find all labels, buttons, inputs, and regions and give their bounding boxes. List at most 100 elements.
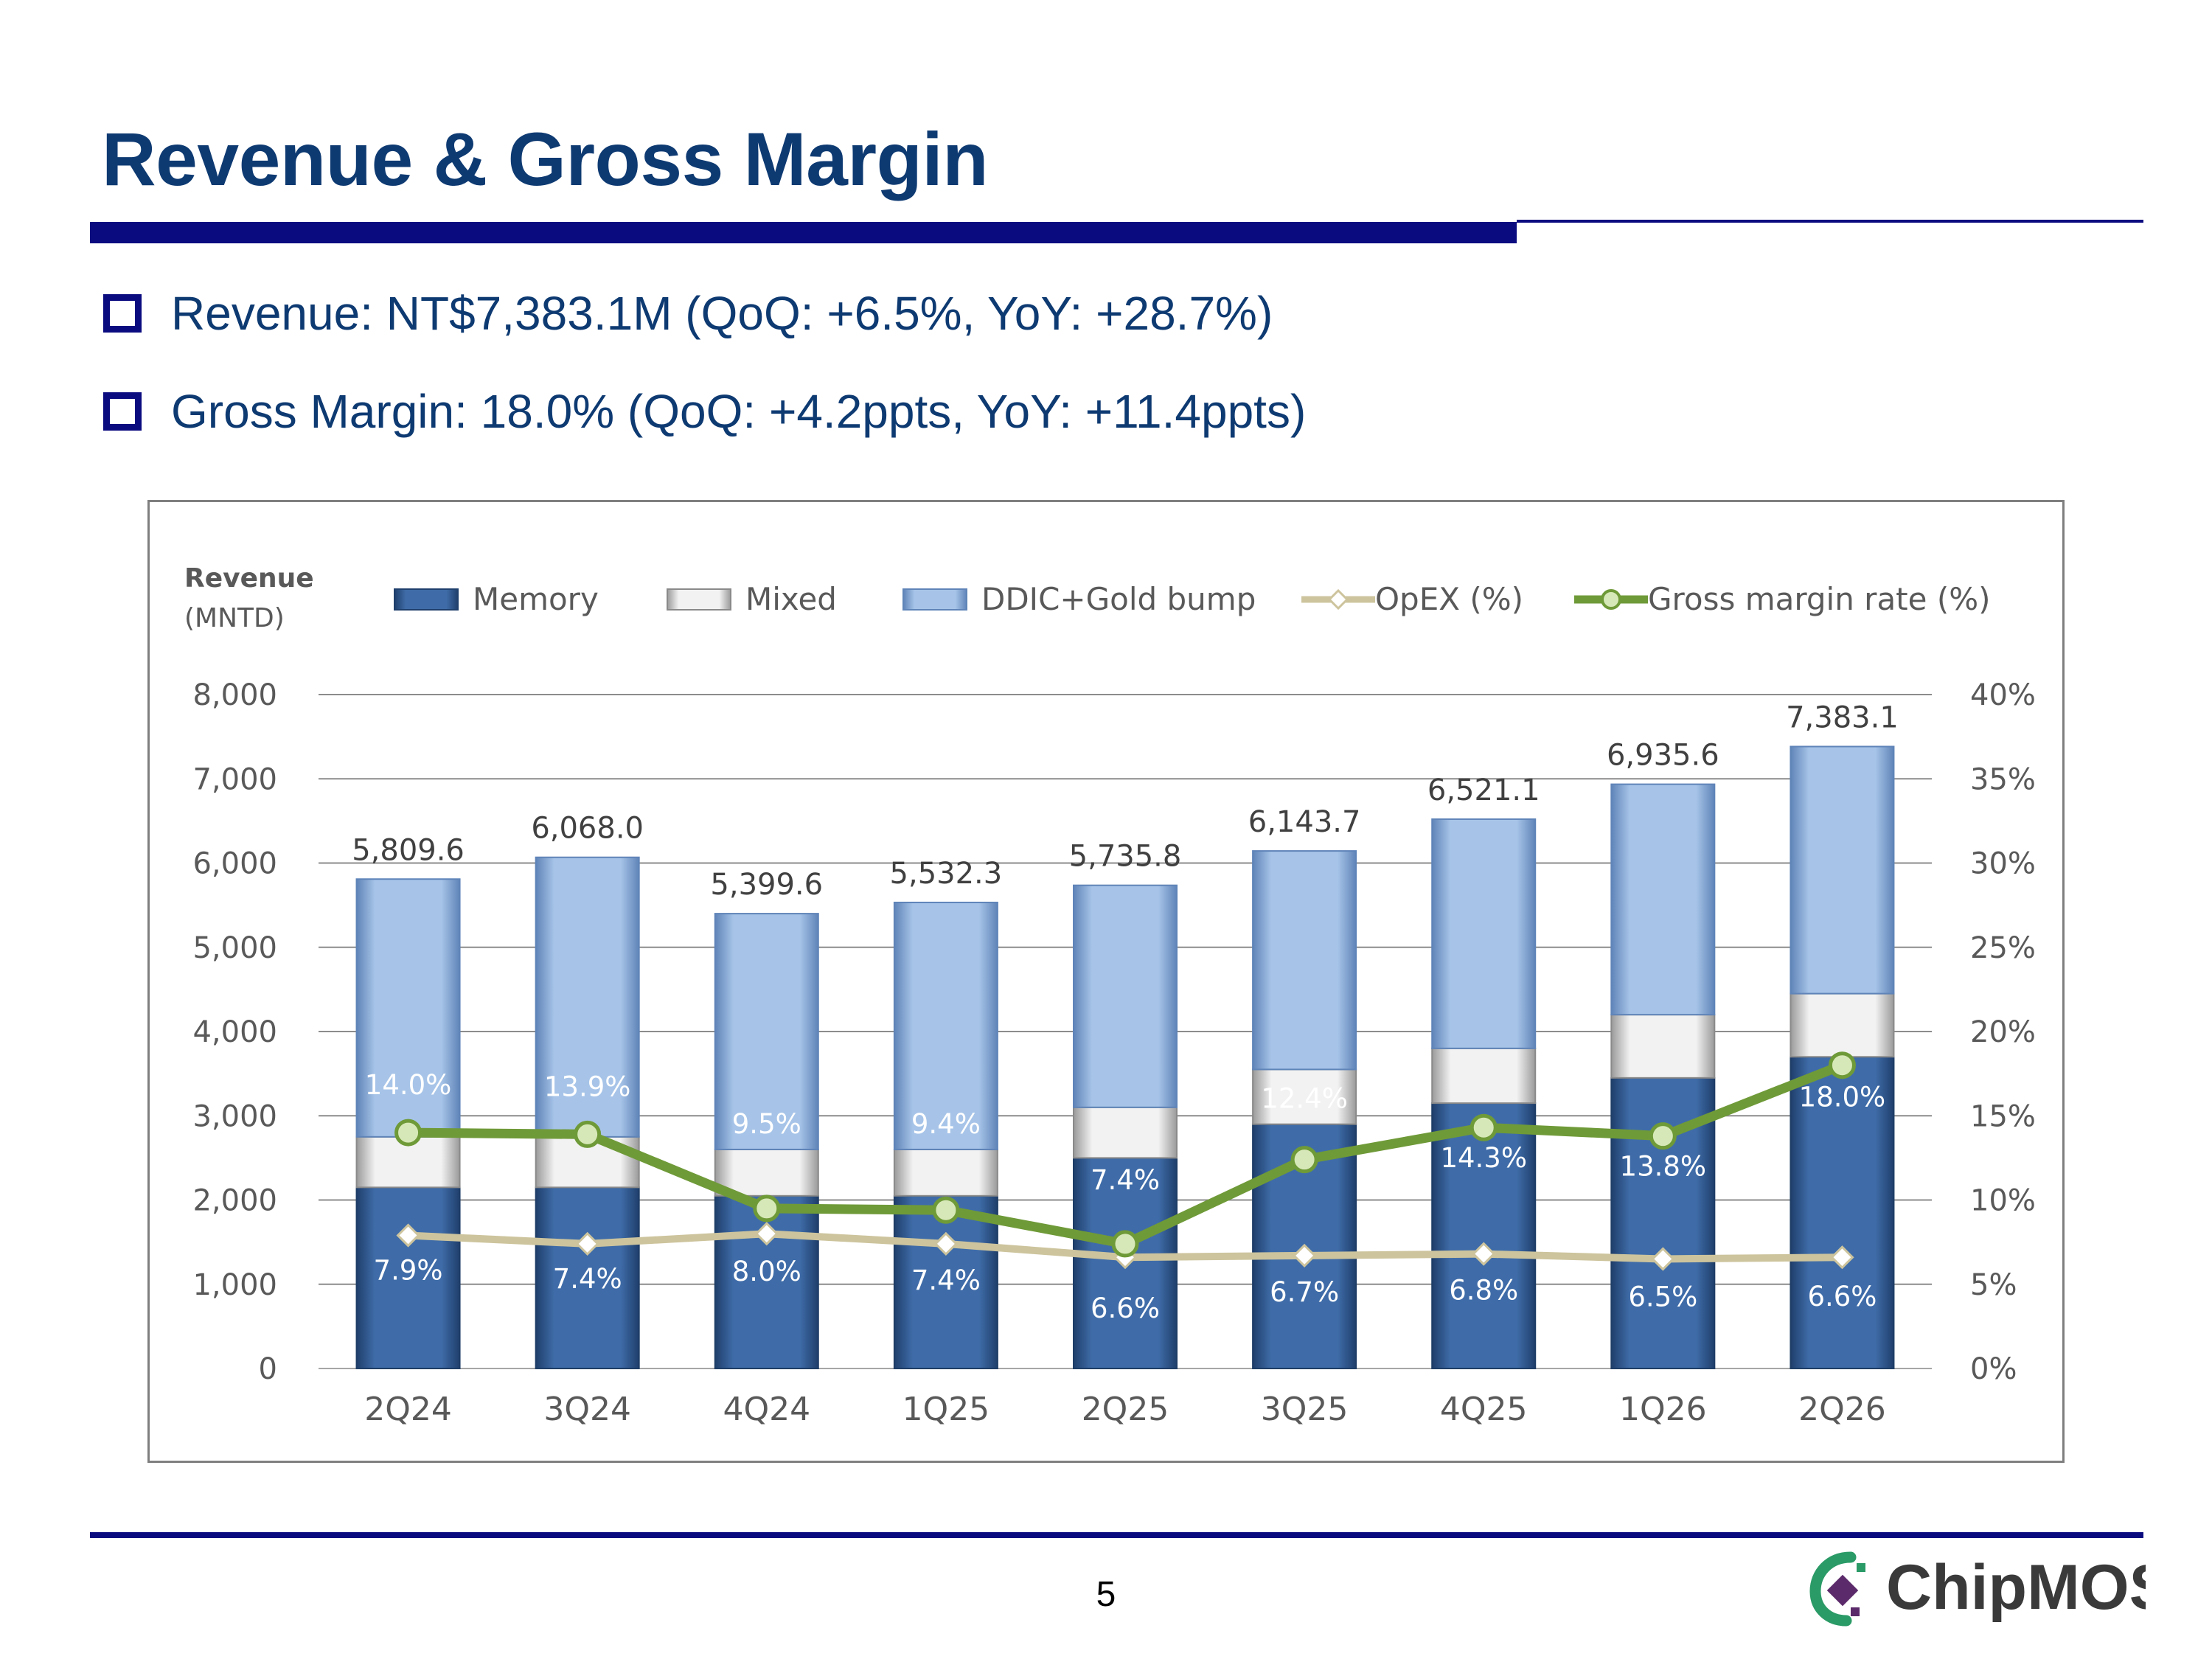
y-tick-label: 6,000 bbox=[192, 847, 277, 881]
total-value-label: 6,521.1 bbox=[1427, 773, 1540, 807]
bar-ddic bbox=[1252, 850, 1357, 1071]
opex-point bbox=[1472, 1242, 1496, 1266]
gross-margin-point bbox=[932, 1196, 960, 1224]
gross-margin-point bbox=[1470, 1113, 1498, 1141]
bullet-text: Revenue: NT$7,383.1M (QoQ: +6.5%, YoY: +… bbox=[171, 287, 1273, 340]
bar-ddic bbox=[714, 913, 819, 1150]
bar-ddic bbox=[535, 856, 640, 1138]
y2-tick-label: 10% bbox=[1970, 1184, 2036, 1218]
gross-margin-point bbox=[1828, 1051, 1856, 1079]
opex-value-label: 8.0% bbox=[732, 1256, 801, 1287]
page-title: Revenue & Gross Margin bbox=[102, 117, 989, 201]
total-value-label: 6,068.0 bbox=[531, 812, 644, 846]
ddic-legend-swatch bbox=[902, 588, 967, 611]
revenue-gross-margin-chart: 0 1,000 2,000 3,000 4,000 5,000 6,000 7,000 8,00… bbox=[184, 563, 2036, 1428]
y-axis-title: Revenue bbox=[184, 563, 314, 594]
circle-marker-icon bbox=[1601, 589, 1621, 610]
chipmos-mark-icon bbox=[1809, 1551, 1865, 1627]
title-rule-thin bbox=[1517, 220, 2143, 223]
legend-label: OpEX (%) bbox=[1375, 581, 1523, 617]
gross-margin-value-label: 14.3% bbox=[1440, 1142, 1527, 1174]
gross-margin-value-label: 9.4% bbox=[911, 1108, 981, 1140]
opex-value-label: 6.6% bbox=[1091, 1293, 1160, 1324]
mixed-legend-swatch bbox=[667, 588, 731, 611]
y2-tick-label: 35% bbox=[1970, 762, 2036, 796]
y-tick-label: 5,000 bbox=[192, 931, 277, 965]
y2-tick-label: 15% bbox=[1970, 1099, 2036, 1133]
legend-label: Memory bbox=[473, 581, 599, 617]
opex-value-label: 6.7% bbox=[1270, 1276, 1339, 1308]
x-tick-label: 3Q25 bbox=[1261, 1391, 1349, 1428]
bar-mixed bbox=[1073, 1106, 1178, 1159]
y-tick-label: 8,000 bbox=[192, 678, 277, 712]
total-value-label: 5,399.6 bbox=[710, 868, 823, 902]
bar-mixed bbox=[1252, 1068, 1357, 1125]
bar-ddic bbox=[893, 901, 998, 1150]
diamond-marker-icon bbox=[1327, 588, 1349, 611]
bullet-text: Gross Margin: 18.0% (QoQ: +4.2ppts, YoY:… bbox=[171, 385, 1307, 438]
opex-point bbox=[1830, 1245, 1854, 1270]
bullet-gross-margin: Gross Margin: 18.0% (QoQ: +4.2ppts, YoY:… bbox=[103, 382, 1306, 441]
opex-point bbox=[1651, 1247, 1675, 1271]
bar-mixed bbox=[1431, 1047, 1537, 1105]
total-value-label: 5,532.3 bbox=[890, 857, 1003, 891]
bar-memory bbox=[355, 1186, 461, 1369]
bar-memory bbox=[1431, 1102, 1537, 1369]
total-value-label: 6,143.7 bbox=[1248, 805, 1361, 839]
opex-point bbox=[396, 1223, 420, 1248]
y-tick-label: 1,000 bbox=[192, 1268, 277, 1302]
total-value-label: 5,735.8 bbox=[1069, 840, 1182, 874]
y2-tick-label: 0% bbox=[1970, 1352, 2017, 1386]
y-tick-label: 4,000 bbox=[192, 1015, 277, 1049]
gross-margin-point bbox=[394, 1119, 422, 1147]
y2-tick-label: 30% bbox=[1970, 847, 2036, 881]
x-tick-label: 2Q24 bbox=[364, 1391, 452, 1428]
y-tick-label: 2,000 bbox=[192, 1184, 277, 1218]
y-tick-label: 0 bbox=[259, 1352, 277, 1386]
gross-margin-point bbox=[574, 1120, 602, 1148]
x-tick-label: 4Q24 bbox=[723, 1391, 810, 1428]
bar-mixed bbox=[893, 1148, 998, 1197]
gross-margin-value-label: 13.8% bbox=[1620, 1151, 1707, 1183]
chipmos-logo: ChipMOS bbox=[1809, 1551, 2146, 1627]
page-number: 5 bbox=[1096, 1575, 1116, 1614]
x-tick-label: 4Q25 bbox=[1440, 1391, 1528, 1428]
y-tick-label: 7,000 bbox=[192, 762, 277, 796]
bar-mixed bbox=[1790, 992, 1895, 1058]
bar-ddic bbox=[1073, 884, 1178, 1108]
square-bullet-icon bbox=[103, 392, 142, 431]
y-tick-label: 3,000 bbox=[192, 1099, 277, 1133]
y2-tick-label: 5% bbox=[1970, 1268, 2017, 1302]
bar-ddic bbox=[355, 878, 461, 1138]
opex-value-label: 6.8% bbox=[1449, 1275, 1518, 1307]
opex-value-label: 6.5% bbox=[1628, 1281, 1697, 1312]
opex-value-label: 7.9% bbox=[374, 1254, 443, 1286]
y2-tick-label: 25% bbox=[1970, 931, 2036, 965]
gross-margin-value-label: 14.0% bbox=[365, 1069, 452, 1101]
x-tick-label: 3Q24 bbox=[543, 1391, 631, 1428]
footer-rule bbox=[90, 1532, 2143, 1538]
x-tick-label: 2Q26 bbox=[1798, 1391, 1886, 1428]
y2-tick-label: 40% bbox=[1970, 678, 2036, 712]
opex-point bbox=[1292, 1243, 1317, 1268]
opex-value-label: 7.4% bbox=[553, 1263, 622, 1295]
legend-label: Mixed bbox=[745, 581, 837, 617]
legend-label: Gross margin rate (%) bbox=[1648, 581, 1991, 617]
bar-mixed bbox=[1610, 1014, 1716, 1079]
logo-text: ChipMOS bbox=[1886, 1552, 2146, 1623]
total-value-label: 7,383.1 bbox=[1786, 700, 1899, 734]
bar-ddic bbox=[1610, 783, 1716, 1016]
square-bullet-icon bbox=[103, 294, 142, 333]
opex-value-label: 6.6% bbox=[1807, 1281, 1877, 1312]
bar-ddic bbox=[1431, 818, 1537, 1049]
gross-margin-point bbox=[1111, 1230, 1139, 1258]
bar-ddic bbox=[1790, 745, 1895, 995]
gross-margin-point bbox=[1290, 1146, 1318, 1174]
legend-label: DDIC+Gold bump bbox=[981, 581, 1256, 617]
bar-memory bbox=[1790, 1056, 1895, 1370]
bullet-revenue: Revenue: NT$7,383.1M (QoQ: +6.5%, YoY: +… bbox=[103, 284, 1273, 343]
gross-margin-value-label: 12.4% bbox=[1261, 1083, 1348, 1115]
gross-margin-value-label: 13.9% bbox=[544, 1071, 631, 1102]
memory-legend-swatch bbox=[394, 588, 459, 611]
title-rule bbox=[90, 222, 1517, 243]
